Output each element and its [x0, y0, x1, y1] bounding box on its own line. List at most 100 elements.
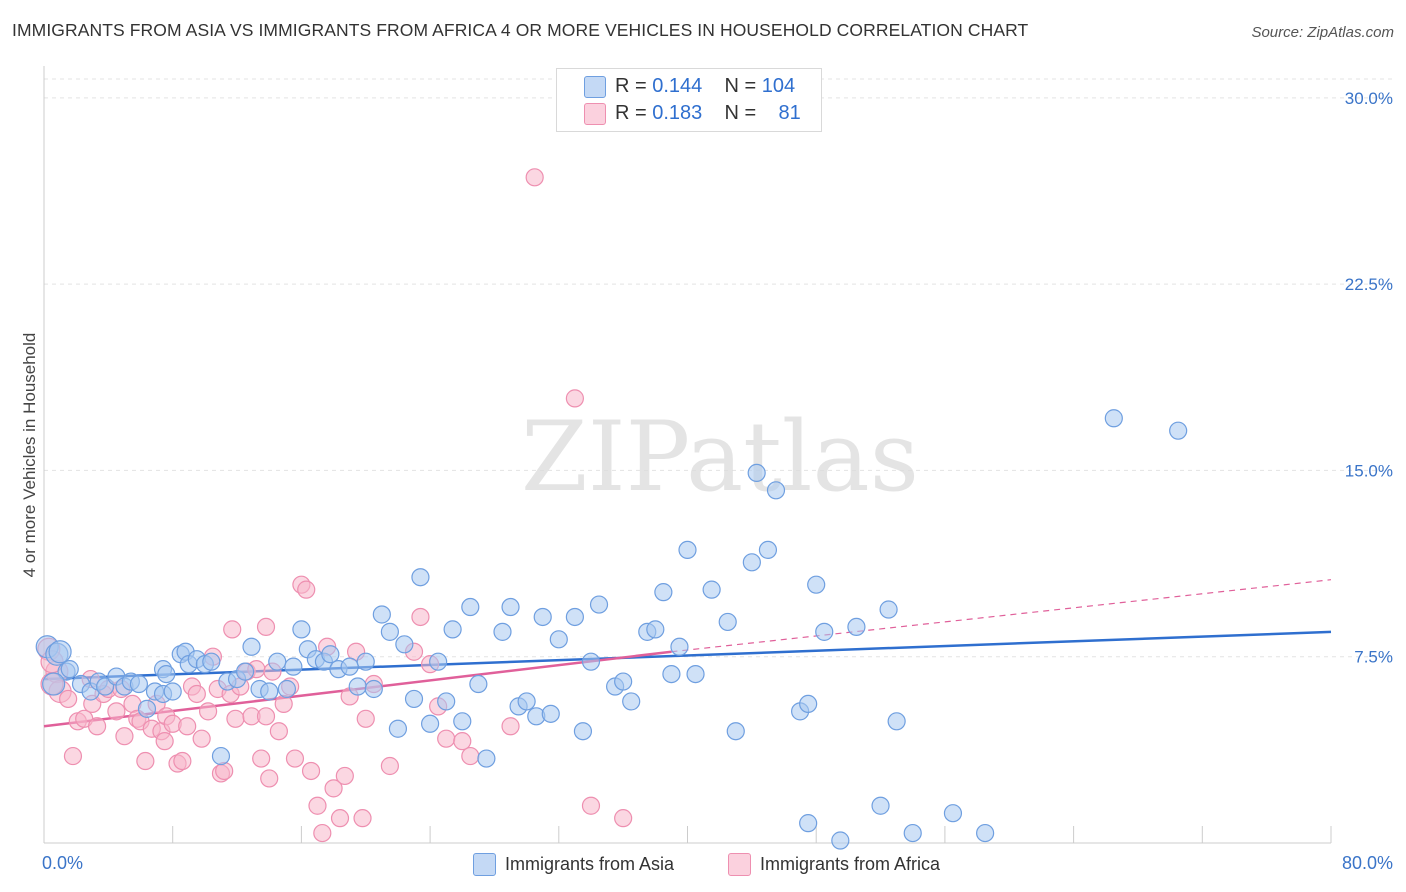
tick-labels: 7.5% 15.0% 22.5% 30.0% 0.0% 80.0%: [42, 89, 1393, 873]
asia-point: [388, 719, 408, 738]
africa-point: [256, 707, 276, 726]
africa-point: [215, 761, 234, 781]
bottom-legend-label-africa: Immigrants from Africa: [760, 854, 941, 874]
asia-point: [477, 749, 496, 768]
asia-point: [871, 796, 890, 815]
asia-point: [943, 804, 963, 823]
asia-point: [549, 630, 568, 649]
africa-point: [192, 729, 211, 748]
africa-point: [301, 761, 321, 781]
asia-point: [815, 622, 834, 641]
watermark: ZIPatlas: [521, 401, 919, 513]
asia-point: [493, 622, 512, 641]
asia-point: [453, 712, 472, 731]
x-tick-label-min: 0.0%: [42, 853, 83, 873]
africa-point: [187, 684, 206, 704]
legend-text-africa: R = 0.183 N = 81: [615, 102, 801, 124]
africa-point: [87, 717, 107, 736]
asia-point: [137, 699, 157, 718]
axes: [43, 66, 1332, 844]
asia-point: [847, 617, 866, 637]
asia-point: [976, 823, 995, 843]
stats-legend: R = 0.144 N = 104 R = 0.183 N = 81: [556, 68, 822, 132]
gridlines: [44, 78, 1394, 658]
asia-point: [42, 672, 66, 696]
africa-point: [115, 727, 134, 746]
africa-point: [178, 717, 197, 736]
africa-point: [59, 689, 78, 709]
africa-point: [324, 779, 343, 798]
series-asia-points: [35, 409, 1188, 850]
africa-point: [226, 709, 245, 728]
asia-point: [404, 689, 424, 709]
africa-point: [223, 620, 242, 639]
asia-point: [686, 664, 705, 684]
asia-point: [242, 637, 261, 656]
africa-point: [313, 823, 332, 843]
africa-point: [453, 732, 472, 751]
asia-point: [411, 568, 430, 587]
asia-point: [654, 583, 673, 602]
trend-line-africa-extension: [671, 579, 1332, 653]
africa-point: [297, 580, 316, 599]
bottom-legend-label-asia: Immigrants from Asia: [505, 854, 675, 874]
africa-point: [335, 766, 354, 786]
asia-point: [766, 481, 786, 500]
africa-point: [198, 702, 218, 721]
asia-point: [235, 662, 255, 681]
africa-point: [330, 809, 350, 828]
africa-point: [274, 694, 293, 714]
asia-point: [48, 640, 72, 664]
asia-point: [268, 652, 287, 671]
y-tick-label: 30.0%: [1345, 89, 1393, 108]
asia-point: [443, 620, 462, 639]
x-tick-label-max: 80.0%: [1342, 853, 1393, 873]
legend-swatch-asia: [584, 76, 606, 98]
asia-point: [1169, 421, 1188, 440]
asia-point: [163, 682, 182, 701]
asia-point: [340, 657, 359, 676]
trend-lines: [43, 579, 1332, 728]
asia-point: [670, 637, 689, 656]
africa-point: [260, 769, 279, 788]
africa-point: [155, 732, 174, 751]
africa-point: [501, 717, 520, 736]
bottom-legend-swatch-africa: [728, 853, 751, 876]
africa-point: [581, 796, 601, 815]
africa-point: [525, 168, 544, 187]
asia-point: [356, 652, 375, 671]
africa-point: [285, 749, 305, 768]
asia-point: [1104, 409, 1123, 428]
asia-point: [380, 622, 399, 641]
asia-point: [678, 540, 697, 560]
asia-point: [437, 692, 456, 711]
africa-point: [411, 607, 430, 627]
asia-point: [646, 620, 665, 639]
asia-point: [589, 595, 609, 614]
africa-point: [256, 617, 276, 637]
africa-point: [63, 746, 83, 766]
asia-point: [348, 677, 367, 696]
africa-point: [461, 746, 480, 766]
asia-point: [202, 652, 221, 671]
africa-point: [252, 749, 271, 768]
asia-point: [807, 575, 826, 594]
asia-point: [747, 463, 766, 483]
asia-point: [799, 694, 818, 714]
asia-point: [565, 607, 584, 627]
asia-point: [718, 612, 737, 632]
asia-point: [726, 722, 745, 741]
africa-point: [136, 751, 155, 771]
africa-point: [173, 751, 192, 771]
legend-swatch-africa: [584, 103, 606, 125]
asia-point: [469, 674, 488, 694]
asia-point: [429, 652, 448, 671]
y-tick-label: 7.5%: [1354, 648, 1393, 667]
asia-point: [284, 657, 303, 676]
bottom-legend-swatch-asia: [473, 853, 496, 876]
asia-point: [211, 746, 231, 766]
asia-point: [742, 553, 761, 572]
asia-point: [662, 664, 681, 684]
y-tick-label: 22.5%: [1345, 275, 1393, 294]
